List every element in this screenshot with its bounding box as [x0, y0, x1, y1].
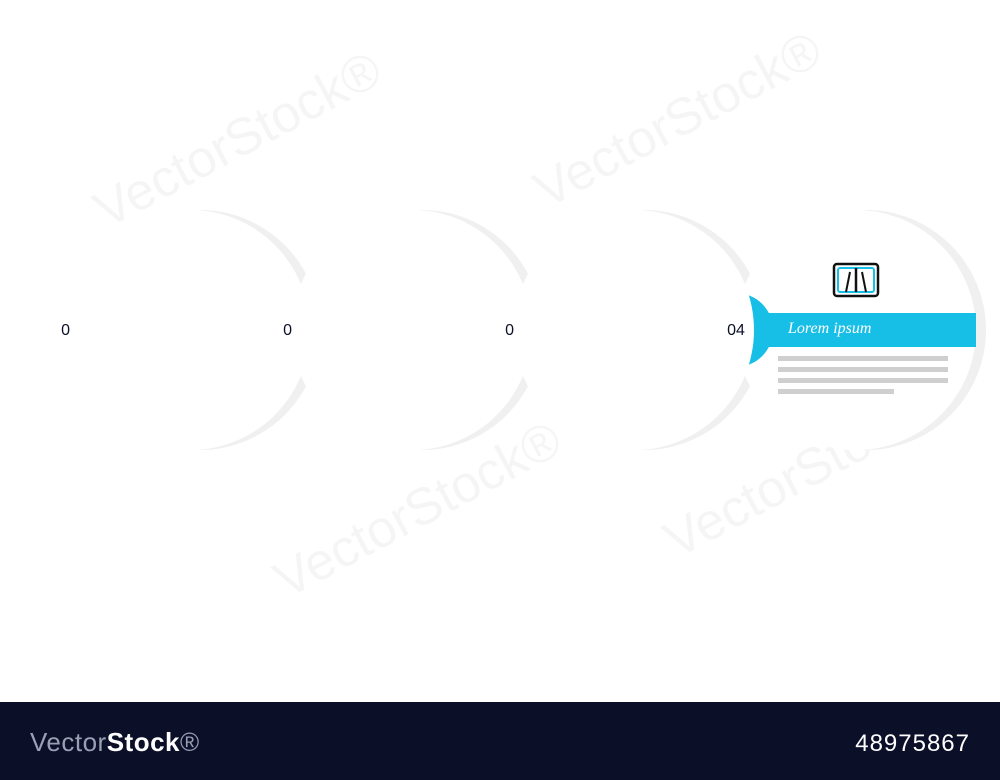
- step-body: [778, 356, 948, 400]
- brand-prefix: Vector: [30, 727, 107, 757]
- body-line: [778, 356, 948, 361]
- brand-reg: ®: [180, 727, 200, 757]
- image-id: 48975867: [855, 730, 970, 758]
- step-04: 04Lorem ipsum: [736, 210, 976, 450]
- windshield-icon: [826, 250, 886, 310]
- body-line: [778, 378, 948, 383]
- bottom-strip: VectorStock® 48975867: [0, 702, 1000, 780]
- diagonal-watermark: VectorStock®: [524, 19, 831, 220]
- step-title: Lorem ipsum: [788, 320, 871, 338]
- body-line: [778, 389, 894, 394]
- brand-suffix: Stock: [107, 727, 180, 757]
- brand-watermark: VectorStock®: [30, 727, 200, 758]
- body-line: [778, 367, 948, 372]
- infographic-canvas: VectorStock®VectorStock®VectorStock®Vect…: [0, 0, 1000, 780]
- step-number: 04: [718, 322, 754, 340]
